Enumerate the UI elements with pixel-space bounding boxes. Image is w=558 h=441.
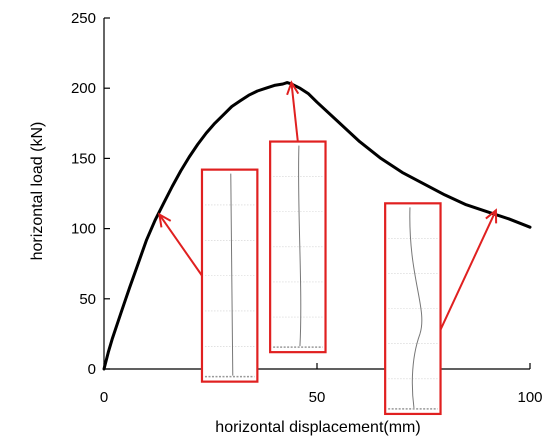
inset-deformation-line bbox=[409, 207, 423, 408]
y-axis-label: horizontal load (kN) bbox=[29, 122, 46, 261]
inset-arrow-line bbox=[290, 82, 299, 142]
load-curve-line bbox=[102, 81, 532, 371]
y-tick-label: 0 bbox=[88, 361, 96, 378]
y-tick-label: 150 bbox=[71, 150, 96, 167]
deformation-inset-2 bbox=[269, 80, 327, 354]
inset-deformation-line bbox=[298, 145, 302, 347]
inset-arrow-head bbox=[286, 80, 300, 96]
x-axis-label: horizontal displacement(mm) bbox=[215, 419, 420, 436]
inset-arrow-line bbox=[158, 213, 203, 277]
x-tick-label: 100 bbox=[517, 389, 542, 406]
data-layer bbox=[102, 81, 532, 371]
inset-arrow-line bbox=[439, 209, 497, 331]
x-tick-label: 0 bbox=[100, 389, 108, 406]
y-tick-label: 100 bbox=[71, 221, 96, 238]
inset-layer bbox=[158, 80, 498, 416]
deformation-inset-3 bbox=[384, 202, 498, 416]
inset-arrow-head bbox=[485, 208, 498, 224]
axes: 0 50 100 150 200 250 0 50 100 bbox=[71, 10, 543, 406]
inset-arrow-head bbox=[158, 212, 172, 228]
label-layer: horizontal displacement(mm) horizontal l… bbox=[29, 122, 421, 436]
inset-deformation-line bbox=[230, 173, 234, 376]
y-tick-label: 250 bbox=[71, 10, 96, 27]
deformation-inset-1 bbox=[158, 168, 259, 383]
x-tick-label: 50 bbox=[309, 389, 326, 406]
y-tick-label: 50 bbox=[79, 291, 96, 308]
y-tick-label: 200 bbox=[71, 80, 96, 97]
